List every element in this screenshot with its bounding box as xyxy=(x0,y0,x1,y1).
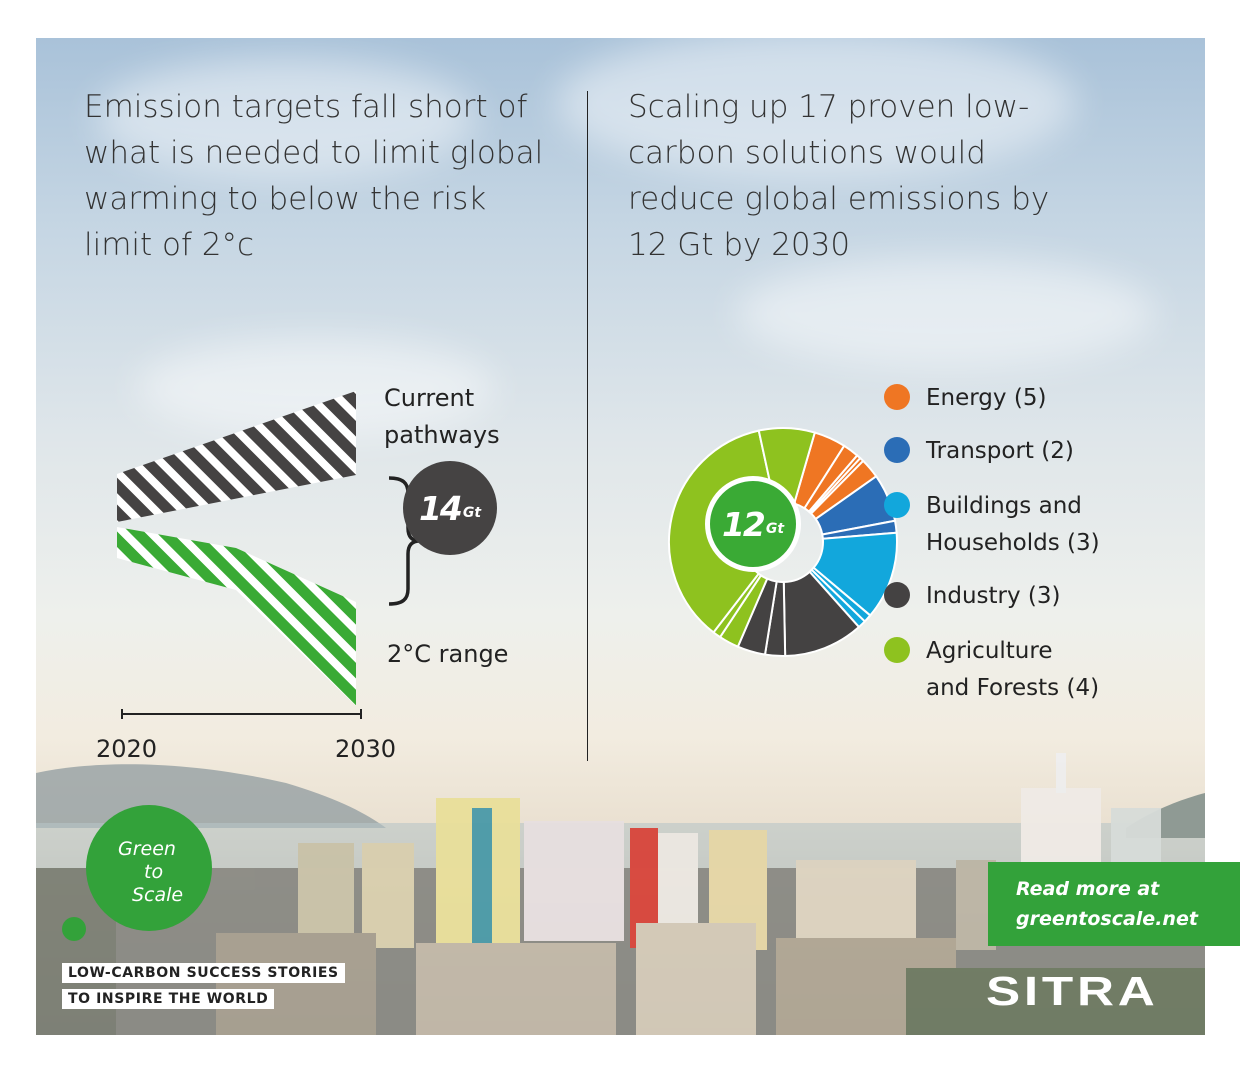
sitra-logo: SITRA xyxy=(986,968,1159,1014)
legend-swatch-industry xyxy=(884,582,910,608)
headline-left: Emission targets fall short of what is n… xyxy=(84,89,544,263)
donut-center-total: 12 Gt xyxy=(705,476,801,572)
two-degree-band xyxy=(117,527,356,706)
cloud xyxy=(556,38,1076,178)
x-label-2020: 2020 xyxy=(96,735,158,763)
green-to-scale-logo: Green to Scale xyxy=(86,805,212,931)
current-pathways-band xyxy=(117,391,356,522)
donut-slice-buildings-1 xyxy=(812,531,898,617)
legend-item-energy: Energy (5) xyxy=(884,380,1116,417)
legend-item-transport: Transport (2) xyxy=(884,433,1116,470)
brand-dot xyxy=(62,917,86,941)
legend-item-agriculture: Agriculture and Forests (4) xyxy=(884,633,1116,707)
headline-right: Scaling up 17 proven low-carbon solution… xyxy=(628,89,1050,263)
cloud xyxy=(736,258,1156,368)
divider xyxy=(587,91,588,761)
tagline-line-1: LOW-CARBON SUCCESS STORIES xyxy=(62,963,345,983)
cloud xyxy=(96,58,476,178)
legend-swatch-agriculture xyxy=(884,637,910,663)
current-pathways-label: Current pathways xyxy=(384,384,500,449)
read-more-link[interactable]: Read more at greentoscale.net xyxy=(988,862,1240,946)
two-degree-range-label: 2°C range xyxy=(387,640,509,668)
legend-swatch-transport xyxy=(884,437,910,463)
legend-item-buildings: Buildings and Households (3) xyxy=(884,488,1116,562)
legend-swatch-energy xyxy=(884,384,910,410)
legend-item-industry: Industry (3) xyxy=(884,578,1116,615)
x-label-2030: 2030 xyxy=(335,735,397,763)
tagline-line-2: TO INSPIRE THE WORLD xyxy=(62,989,275,1009)
gap-badge: 14 Gt xyxy=(403,461,497,555)
legend-swatch-buildings xyxy=(884,492,910,518)
